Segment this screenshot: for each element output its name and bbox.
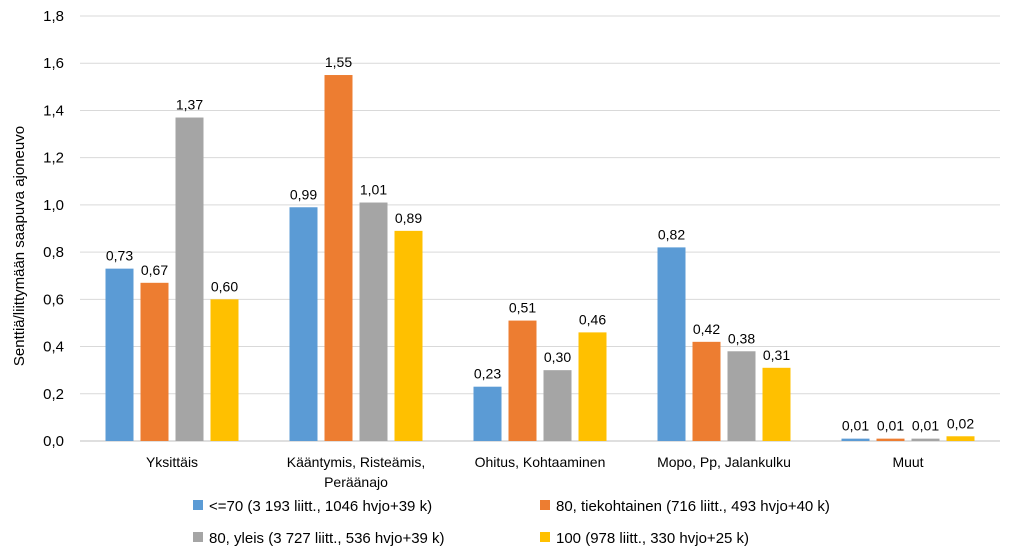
- legend-label: 100 (978 liitt., 330 hvjo+25 k): [556, 530, 749, 547]
- bar: [359, 202, 388, 441]
- y-tick-label: 0,6: [43, 291, 64, 308]
- category-label: Kääntymis, Risteämis,: [287, 454, 425, 470]
- data-label: 0,42: [693, 321, 720, 337]
- data-label: 0,02: [947, 415, 974, 431]
- y-tick-label: 1,2: [43, 150, 64, 167]
- bar: [105, 268, 134, 441]
- legend: <=70 (3 193 liitt., 1046 hvjo+39 k) 80, t…: [193, 498, 830, 547]
- bar: [210, 299, 239, 441]
- x-axis: Yksittäis Kääntymis, Risteämis, Peräänajo O…: [146, 454, 924, 490]
- y-tick-label: 0,8: [43, 244, 64, 261]
- category-label: Muut: [892, 454, 923, 470]
- bar: [324, 75, 353, 442]
- bar: [692, 341, 721, 441]
- y-axis-label: Senttiä/liittymään saapuva ajoneuvo: [11, 126, 28, 366]
- data-label: 0,67: [141, 262, 168, 278]
- bar: [876, 438, 905, 441]
- y-tick-label: 1,8: [43, 8, 64, 25]
- data-labels: 0,73 0,99 0,23 0,82 0,01 0,67 1,55 0,51 0,42 0,01…: [106, 54, 974, 434]
- bar: [841, 438, 870, 441]
- y-tick-label: 0,0: [43, 433, 64, 450]
- data-label: 1,01: [360, 182, 387, 198]
- legend-label: <=70 (3 193 liitt., 1046 hvjo+39 k): [209, 498, 432, 515]
- data-label: 0,99: [290, 186, 317, 202]
- y-tick-label: 1,4: [43, 102, 64, 119]
- bar: [175, 117, 204, 442]
- data-label: 0,23: [474, 366, 501, 382]
- data-label: 0,30: [544, 349, 571, 365]
- data-label: 0,73: [106, 248, 133, 264]
- legend-label: 80, tiekohtainen (716 liitt., 493 hvjo+4…: [556, 498, 830, 515]
- y-tick-label: 1,0: [43, 197, 64, 214]
- y-axis: 0,0 0,2 0,4 0,6 0,8 1,0 1,2 1,4 1,6 1,8: [43, 8, 64, 450]
- data-label: 0,38: [728, 330, 755, 346]
- y-tick-label: 0,4: [43, 339, 64, 356]
- y-tick-label: 0,2: [43, 386, 64, 403]
- bars: [105, 75, 975, 442]
- data-label: 0,01: [877, 418, 904, 434]
- bar: [394, 230, 423, 441]
- y-tick-label: 1,6: [43, 55, 64, 72]
- bar: [946, 436, 975, 441]
- data-label: 0,46: [579, 311, 606, 327]
- data-label: 0,01: [912, 418, 939, 434]
- category-label: Mopo, Pp, Jalankulku: [657, 454, 791, 470]
- category-label: Yksittäis: [146, 454, 198, 470]
- data-label: 1,37: [176, 97, 203, 113]
- bar: [727, 351, 756, 441]
- legend-swatch: [540, 500, 550, 510]
- bar: [657, 247, 686, 441]
- bar: [289, 207, 318, 441]
- category-label: Peräänajo: [324, 474, 388, 490]
- data-label: 0,51: [509, 300, 536, 316]
- legend-swatch: [540, 532, 550, 542]
- data-label: 1,55: [325, 54, 352, 70]
- bar: [578, 332, 607, 441]
- bar: [508, 320, 537, 441]
- bar: [762, 367, 791, 441]
- data-label: 0,01: [842, 418, 869, 434]
- data-label: 0,82: [658, 226, 685, 242]
- legend-swatch: [193, 500, 203, 510]
- legend-swatch: [193, 532, 203, 542]
- bar: [911, 438, 940, 441]
- data-label: 0,31: [763, 347, 790, 363]
- data-label: 0,60: [211, 278, 238, 294]
- legend-label: 80, yleis (3 727 liitt., 536 hvjo+39 k): [209, 530, 445, 547]
- bar: [473, 386, 502, 441]
- bar: [543, 370, 572, 441]
- category-label: Ohitus, Kohtaaminen: [475, 454, 606, 470]
- bar: [140, 282, 169, 441]
- data-label: 0,89: [395, 210, 422, 226]
